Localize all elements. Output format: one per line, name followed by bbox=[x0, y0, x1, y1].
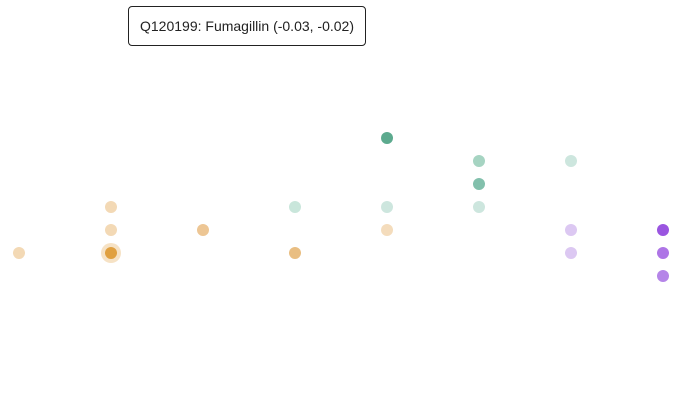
data-point[interactable] bbox=[657, 224, 669, 236]
data-point[interactable] bbox=[105, 201, 117, 213]
data-point[interactable] bbox=[13, 247, 25, 259]
data-point[interactable] bbox=[565, 224, 577, 236]
data-point[interactable] bbox=[473, 155, 485, 167]
data-point[interactable] bbox=[289, 247, 301, 259]
data-point[interactable] bbox=[565, 247, 577, 259]
data-point[interactable] bbox=[381, 201, 393, 213]
data-point[interactable] bbox=[197, 224, 209, 236]
points-layer bbox=[13, 132, 669, 282]
data-point[interactable] bbox=[105, 247, 117, 259]
data-point[interactable] bbox=[473, 178, 485, 190]
tooltip-text: Q120199: Fumagillin (-0.03, -0.02) bbox=[140, 18, 354, 34]
data-point[interactable] bbox=[289, 201, 301, 213]
data-point[interactable] bbox=[473, 201, 485, 213]
data-point[interactable] bbox=[657, 247, 669, 259]
data-point[interactable] bbox=[381, 224, 393, 236]
data-point[interactable] bbox=[381, 132, 393, 144]
data-point[interactable] bbox=[105, 224, 117, 236]
data-point[interactable] bbox=[657, 270, 669, 282]
data-point[interactable] bbox=[565, 155, 577, 167]
tooltip: Q120199: Fumagillin (-0.03, -0.02) bbox=[128, 6, 366, 46]
